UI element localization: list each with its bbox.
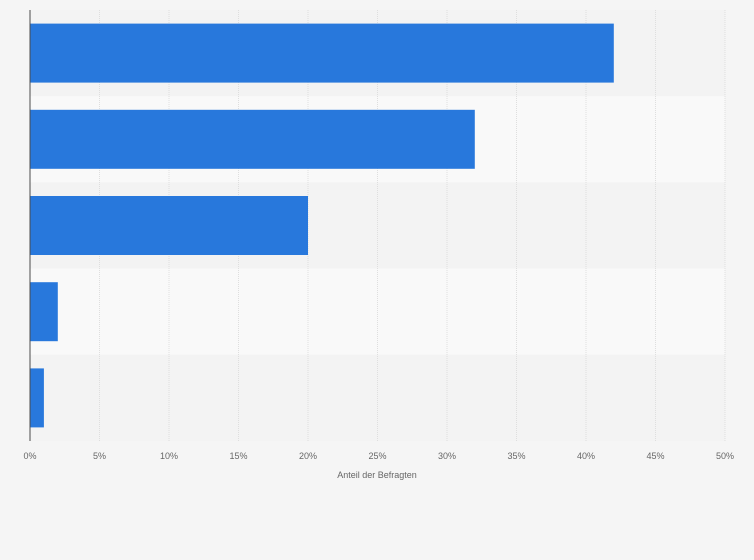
bar <box>30 282 58 342</box>
bar <box>30 109 475 169</box>
x-tick-label: 45% <box>646 451 664 461</box>
x-tick-label: 0% <box>23 451 36 461</box>
x-tick-label: 10% <box>160 451 178 461</box>
x-tick-label: 30% <box>438 451 456 461</box>
x-tick-label: 15% <box>229 451 247 461</box>
x-tick-label: 20% <box>299 451 317 461</box>
x-tick-label: 5% <box>93 451 106 461</box>
x-tick-label: 50% <box>716 451 734 461</box>
x-tick-label: 25% <box>368 451 386 461</box>
row-band <box>30 268 725 355</box>
bar-series <box>30 23 614 428</box>
x-axis-label: Anteil der Befragten <box>337 470 417 480</box>
bar <box>30 368 44 428</box>
x-tick-label: 40% <box>577 451 595 461</box>
x-tick-labels: 0% 5% 10% 15% 20% 25% 30% 35% 40% 45% 50% <box>23 451 734 461</box>
x-tick-label: 35% <box>507 451 525 461</box>
bar <box>30 196 308 255</box>
bar <box>30 23 614 83</box>
